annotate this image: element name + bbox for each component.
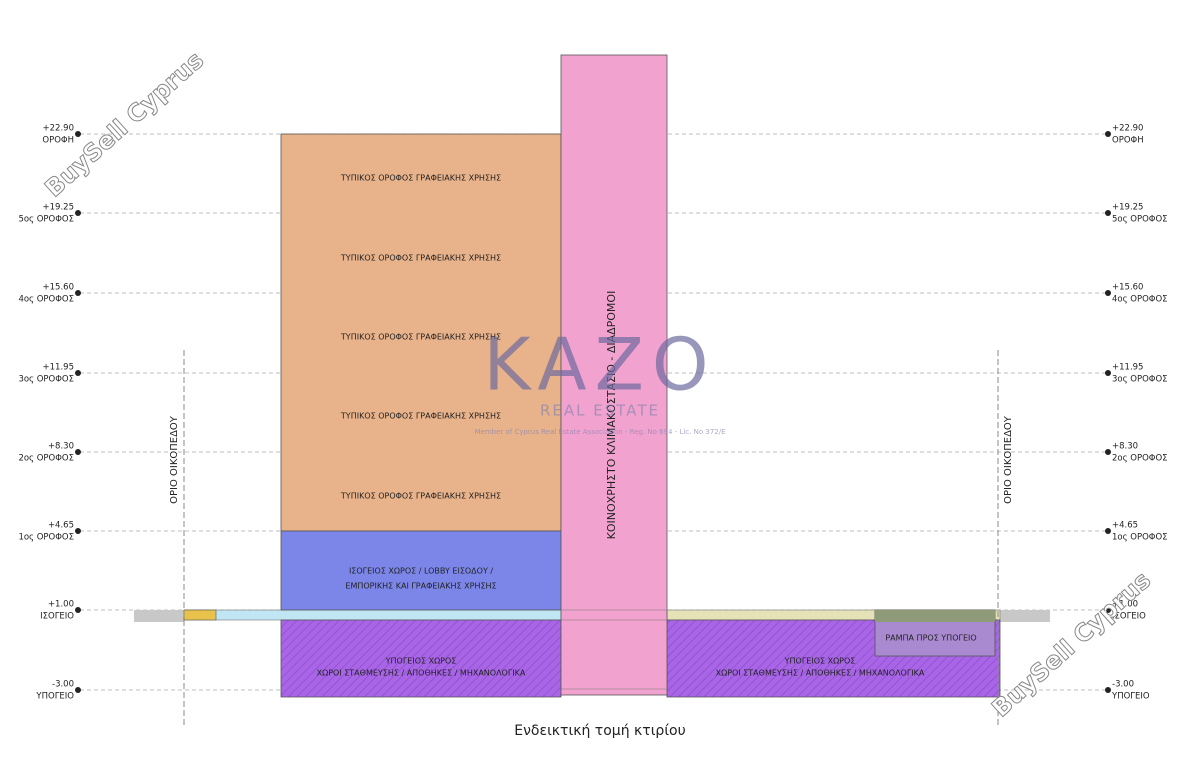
level-elevation: +8.30	[1112, 442, 1138, 452]
office-floor-label: ΤΥΠΙΚΟΣ ΟΡΟΦΟΣ ΓΡΑΦΕΙΑΚΗΣ ΧΡΗΣΗΣ	[340, 174, 501, 183]
level-elevation: +8.30	[48, 442, 74, 452]
level-name: 2ος ΟΡΟΦΟΣ	[1112, 454, 1168, 464]
level-elevation: -3.00	[52, 680, 74, 690]
watermark-logo-sub: REAL ESTATE	[540, 402, 660, 420]
office-floor-label: ΤΥΠΙΚΟΣ ΟΡΟΦΟΣ ΓΡΑΦΕΙΑΚΗΣ ΧΡΗΣΗΣ	[340, 492, 501, 501]
level-elevation: +1.00	[1112, 600, 1138, 610]
ramp-top	[875, 610, 995, 622]
level-name: ΙΣΟΓΕΙΟ	[1112, 612, 1146, 622]
core-label: ΚΟΙΝΟΧΡΗΣΤΟ ΚΛΙΜΑΚΟΣΤΑΣΙΟ - ΔΙΑΔΡΟΜΟΙ	[605, 291, 618, 540]
plot-boundary-label: ΟΡΙΟ ΟΙΚΟΠΕΔΟΥ	[169, 415, 180, 504]
lobby-label: ΙΣΟΓΕΙΟΣ ΧΩΡΟΣ / LOBBY ΕΙΣΟΔΟΥ /	[349, 567, 493, 576]
level-elevation: +4.65	[1112, 521, 1138, 531]
level-marker	[75, 131, 81, 137]
ground-slab	[183, 609, 562, 621]
basement-label: ΥΠΟΓΕΙΟΣ ΧΩΡΟΣ	[385, 657, 457, 666]
level-elevation: +22.90	[1112, 124, 1143, 134]
level-elevation: +19.25	[1112, 203, 1143, 213]
level-elevation: +1.00	[48, 600, 74, 610]
basement	[280, 619, 562, 698]
ramp-label: ΡΑΜΠΑ ΠΡΟΣ ΥΠΟΓΕΙΟ	[885, 634, 976, 643]
level-name: 5ος ΟΡΟΦΟΣ	[18, 215, 74, 225]
level-elevation: +15.60	[43, 283, 74, 293]
watermark-note: Member of Cyprus Real Estate Association…	[474, 428, 725, 436]
level-name: 1ος ΟΡΟΦΟΣ	[18, 533, 74, 543]
entrance	[183, 609, 217, 621]
lobby	[280, 530, 562, 611]
watermark-logo: KAZO	[483, 323, 716, 407]
level-marker	[1105, 449, 1111, 455]
level-marker	[1105, 687, 1111, 693]
level-name: 1ος ΟΡΟΦΟΣ	[1112, 533, 1168, 543]
ground	[134, 610, 184, 622]
level-name: ΟΡΟΦΗ	[1112, 136, 1144, 146]
plot-boundary-label: ΟΡΙΟ ΟΙΚΟΠΕΔΟΥ	[1003, 415, 1014, 504]
level-marker	[75, 370, 81, 376]
level-marker	[1105, 528, 1111, 534]
level-marker	[75, 607, 81, 613]
level-marker	[1105, 131, 1111, 137]
level-elevation: +11.95	[43, 363, 74, 373]
level-elevation: +22.90	[43, 124, 74, 134]
level-marker	[75, 210, 81, 216]
office-floor-label: ΤΥΠΙΚΟΣ ΟΡΟΦΟΣ ΓΡΑΦΕΙΑΚΗΣ ΧΡΗΣΗΣ	[340, 254, 501, 263]
level-name: 3ος ΟΡΟΦΟΣ	[18, 375, 74, 385]
level-marker	[1105, 607, 1111, 613]
caption: Ενδεικτική τομή κτιρίου	[514, 723, 685, 739]
level-marker	[1105, 290, 1111, 296]
level-marker	[75, 687, 81, 693]
level-name: 2ος ΟΡΟΦΟΣ	[18, 454, 74, 464]
basement-label: ΥΠΟΓΕΙΟΣ ΧΩΡΟΣ	[784, 657, 856, 666]
basement-label: ΧΩΡΟΙ ΣΤΑΘΜΕΥΣΗΣ / ΑΠΟΘΗΚΕΣ / ΜΗΧΑΝΟΛΟΓΙ…	[716, 669, 925, 678]
level-name: 5ος ΟΡΟΦΟΣ	[1112, 215, 1168, 225]
level-name: ΥΠΟΓΕΙΟ	[1111, 692, 1150, 702]
level-marker	[1105, 210, 1111, 216]
level-marker	[75, 528, 81, 534]
level-elevation: -3.00	[1112, 680, 1134, 690]
ground	[1000, 610, 1050, 622]
office-floor-label: ΤΥΠΙΚΟΣ ΟΡΟΦΟΣ ΓΡΑΦΕΙΑΚΗΣ ΧΡΗΣΗΣ	[340, 333, 501, 342]
level-name: ΙΣΟΓΕΙΟ	[40, 612, 74, 622]
level-name: 4ος ΟΡΟΦΟΣ	[18, 295, 74, 305]
office-block	[280, 133, 562, 532]
level-name: 4ος ΟΡΟΦΟΣ	[1112, 295, 1168, 305]
level-elevation: +19.25	[43, 203, 74, 213]
core	[560, 54, 668, 696]
level-name: ΥΠΟΓΕΙΟ	[35, 692, 74, 702]
level-marker	[1105, 370, 1111, 376]
level-name: ΟΡΟΦΗ	[42, 136, 74, 146]
level-elevation: +11.95	[1112, 363, 1143, 373]
level-name: 3ος ΟΡΟΦΟΣ	[1112, 375, 1168, 385]
basement-label: ΧΩΡΟΙ ΣΤΑΘΜΕΥΣΗΣ / ΑΠΟΘΗΚΕΣ / ΜΗΧΑΝΟΛΟΓΙ…	[317, 669, 526, 678]
level-marker	[75, 449, 81, 455]
level-elevation: +4.65	[48, 521, 74, 531]
level-marker	[75, 290, 81, 296]
level-elevation: +15.60	[1112, 283, 1143, 293]
office-floor-label: ΤΥΠΙΚΟΣ ΟΡΟΦΟΣ ΓΡΑΦΕΙΑΚΗΣ ΧΡΗΣΗΣ	[340, 412, 501, 421]
lobby-label: ΕΜΠΟΡΙΚΗΣ ΚΑΙ ΓΡΑΦΕΙΑΚΗΣ ΧΡΗΣΗΣ	[345, 582, 496, 591]
